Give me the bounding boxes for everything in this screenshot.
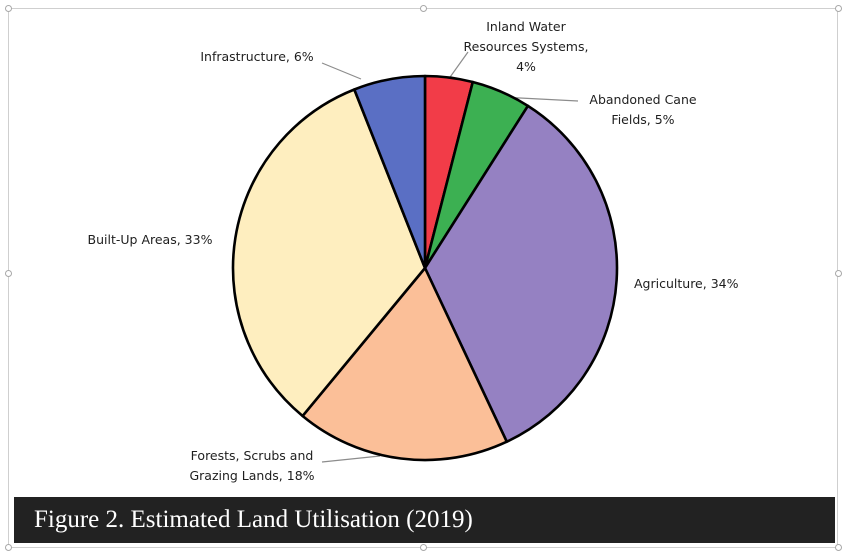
data-label-line: Infrastructure, 6% <box>200 49 313 64</box>
data-label-line: 4% <box>516 59 536 74</box>
pie-slices <box>231 74 619 462</box>
data-label-line: Resources Systems, <box>464 39 589 54</box>
pie-slice-infrastructure <box>353 74 427 270</box>
data-label-infrastructure: Infrastructure, 6% <box>200 49 313 64</box>
resize-handle-bottom-center[interactable] <box>420 544 427 551</box>
resize-handle-top-right[interactable] <box>835 5 842 12</box>
pie-slice-built-up-areas <box>231 88 427 418</box>
data-label-line: Inland Water <box>486 19 566 34</box>
resize-handle-bottom-left[interactable] <box>5 544 12 551</box>
resize-handle-middle-right[interactable] <box>835 270 842 277</box>
data-label-built-up-areas: Built-Up Areas, 33% <box>88 232 213 247</box>
data-label-inland-water-resources-systems: Inland Water Resources Systems, 4% <box>464 19 589 74</box>
pie-slice-forests-scrubs-and-grazing-lands <box>301 266 509 462</box>
data-label-line: Fields, 5% <box>611 112 674 127</box>
data-label-line: Agriculture, 34% <box>634 276 739 291</box>
data-label-abandoned-cane-fields: Abandoned Cane Fields, 5% <box>589 92 696 127</box>
leader-line-forests-scrubs-and-grazing-lands <box>321 455 381 463</box>
data-label-agriculture: Agriculture, 34% <box>634 276 739 291</box>
resize-handle-middle-left[interactable] <box>5 270 12 277</box>
leader-line-infrastructure <box>321 62 362 80</box>
data-label-line: Abandoned Cane <box>589 92 696 107</box>
figure-caption: Figure 2. Estimated Land Utilisation (20… <box>14 497 835 543</box>
data-label-line: Built-Up Areas, 33% <box>88 232 213 247</box>
pie-slice-agriculture <box>423 104 619 444</box>
leader-line-inland-water-resources-systems <box>447 51 469 81</box>
data-labels: Inland Water Resources Systems, 4% Abandone… <box>88 19 739 483</box>
resize-handle-bottom-right[interactable] <box>835 544 842 551</box>
resize-handle-top-left[interactable] <box>5 5 12 12</box>
data-label-line: Forests, Scrubs and <box>191 448 314 463</box>
resize-handle-top-center[interactable] <box>420 5 427 12</box>
data-label-line: Grazing Lands, 18% <box>189 468 314 483</box>
data-label-forests-scrubs-and-grazing-lands: Forests, Scrubs and Grazing Lands, 18% <box>189 448 314 483</box>
